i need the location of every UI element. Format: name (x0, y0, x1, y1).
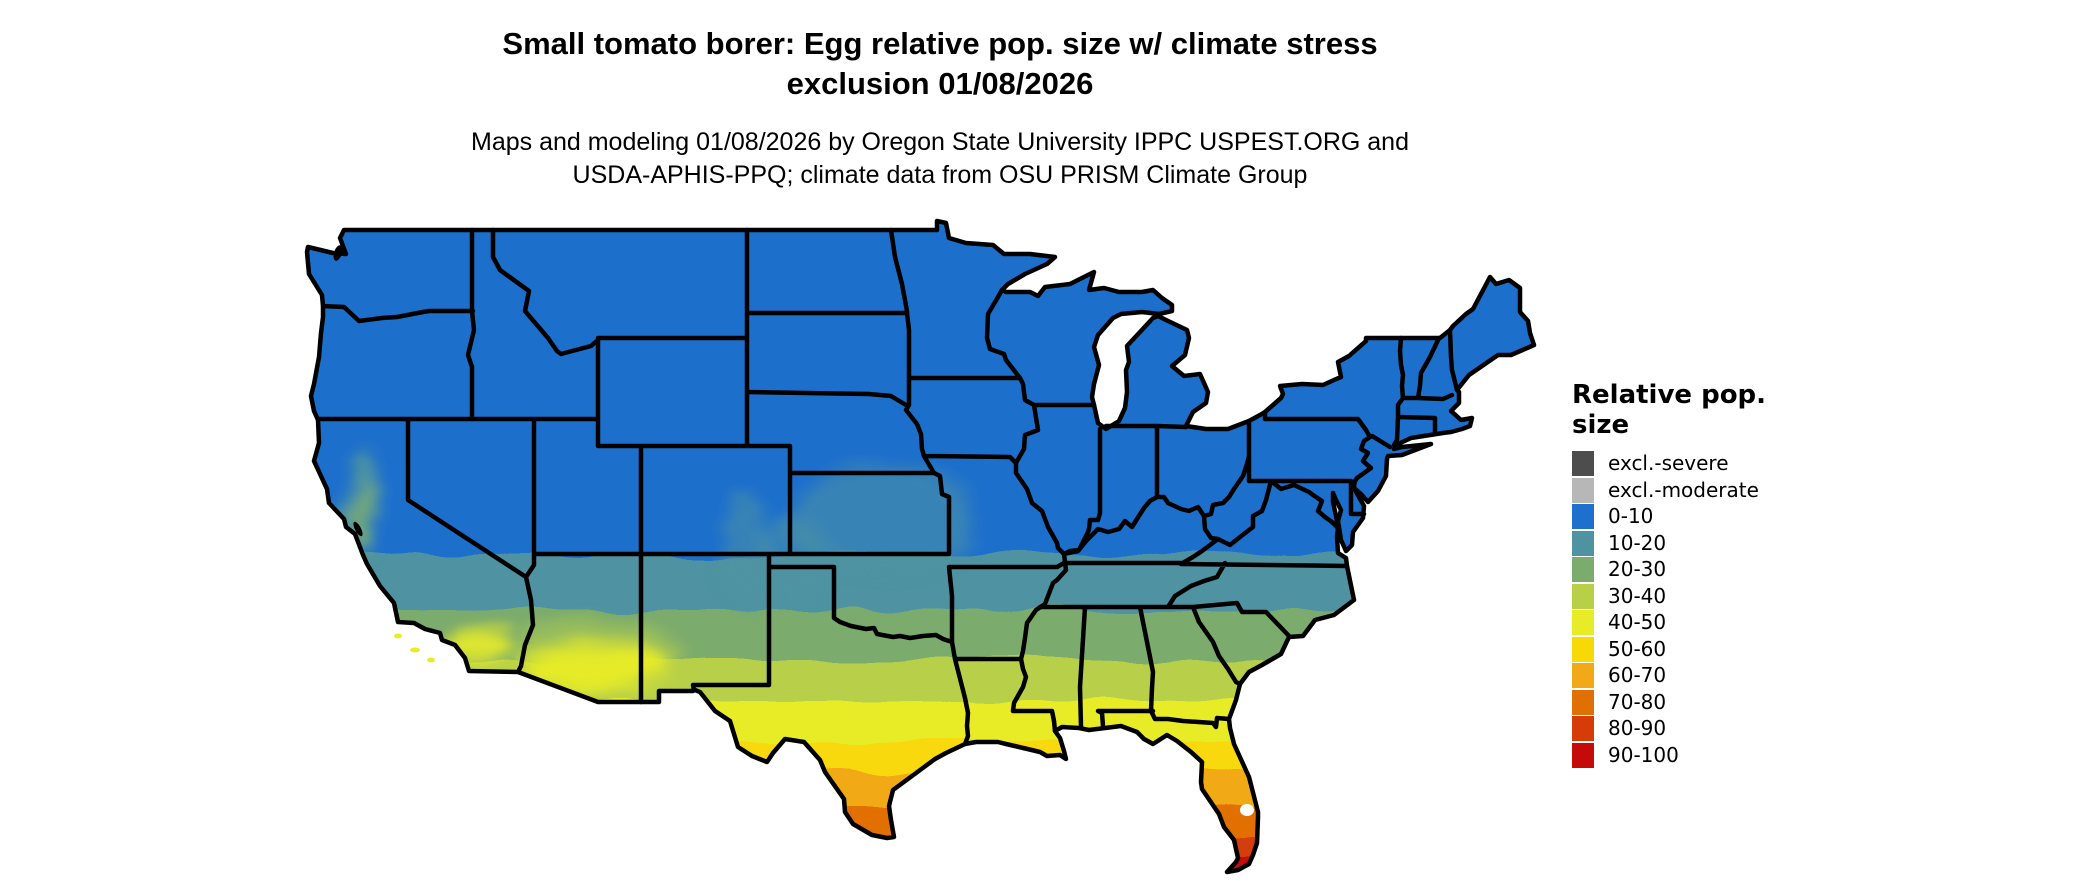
legend-label: 0-10 (1608, 504, 1654, 528)
legend-label: 10-20 (1608, 530, 1667, 555)
legend-item: 80-90 (1572, 716, 1832, 741)
legend-swatch (1572, 689, 1594, 715)
legend-label: 60-70 (1608, 663, 1667, 687)
state-borders (315, 227, 1460, 747)
map-subtitle: Maps and modeling 01/08/2026 by Oregon S… (471, 128, 1409, 189)
legend-title: Relative pop. size (1572, 380, 1767, 440)
legend-label: 30-40 (1608, 583, 1667, 608)
legend-item: 40-50 (1572, 610, 1832, 635)
legend-item: excl.-moderate (1572, 477, 1832, 503)
legend-label: 80-90 (1608, 716, 1667, 740)
sf-bay (353, 521, 363, 537)
lake-okeechobee (1240, 804, 1254, 816)
legend-label: 40-50 (1608, 610, 1667, 634)
channel-islands (394, 633, 435, 663)
legend-items: excl.-severe excl.-moderate 0-10 10-20 20-30… (1572, 451, 1832, 768)
legend-item: 30-40 (1572, 583, 1832, 609)
legend-label: 90-100 (1608, 742, 1679, 767)
legend-item: excl.-severe (1572, 451, 1832, 476)
legend-item: 10-20 (1572, 530, 1832, 556)
legend-item: 90-100 (1572, 742, 1832, 768)
conus-outline (304, 218, 1537, 875)
legend-label: excl.-moderate (1608, 477, 1759, 502)
legend-label: excl.-severe (1608, 451, 1729, 475)
legend-swatch (1572, 583, 1594, 609)
legend-label: 20-30 (1608, 557, 1667, 581)
legend-item: 70-80 (1572, 689, 1832, 715)
legend-item: 60-70 (1572, 663, 1832, 688)
legend-swatch (1572, 610, 1594, 635)
legend-swatch (1572, 716, 1594, 741)
legend-swatch (1572, 557, 1594, 582)
legend-item: 50-60 (1572, 636, 1832, 662)
legend-swatch (1572, 663, 1594, 688)
legend-swatch (1572, 530, 1594, 556)
legend-label: 70-80 (1608, 689, 1667, 714)
legend: Relative pop. size excl.-severe excl.-mod… (1572, 380, 1832, 769)
map-title: Small tomato borer: Egg relative pop. si… (502, 26, 1378, 101)
legend-item: 20-30 (1572, 557, 1832, 582)
legend-swatch (1572, 742, 1594, 768)
title-block: Small tomato borer: Egg relative pop. si… (0, 24, 1880, 192)
legend-swatch (1572, 477, 1594, 503)
legend-swatch (1572, 504, 1594, 529)
legend-swatch (1572, 636, 1594, 662)
legend-item: 0-10 (1572, 504, 1832, 529)
legend-label: 50-60 (1608, 636, 1667, 661)
legend-swatch (1572, 451, 1594, 476)
